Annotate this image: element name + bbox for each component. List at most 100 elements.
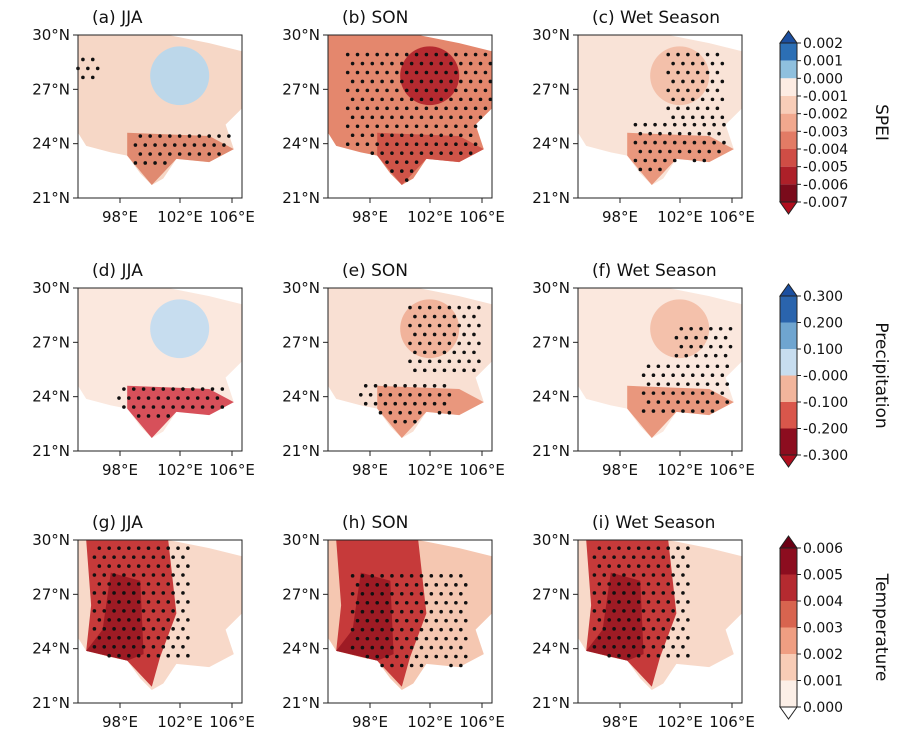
stipple (656, 636, 661, 640)
y-tick-label: 27°N (32, 585, 70, 603)
stipple (151, 573, 156, 577)
stipple (345, 106, 350, 111)
stipple (355, 124, 360, 129)
stipple (668, 131, 672, 136)
stipple (459, 97, 463, 102)
stipple (671, 644, 675, 649)
stipple (434, 600, 439, 605)
y-tick-label: 21°N (282, 442, 320, 460)
stipple (444, 583, 448, 587)
stipple (720, 97, 725, 102)
stipple (408, 410, 412, 415)
stipple (81, 57, 85, 62)
stipple (427, 392, 432, 397)
stipple (210, 387, 215, 391)
colorbar-segment (780, 428, 797, 455)
stipple (400, 79, 404, 84)
colorbar-tick-label: 0.000 (803, 700, 843, 716)
stipple (592, 644, 597, 649)
stipple (468, 115, 473, 120)
stipple (92, 573, 97, 577)
stipple (656, 618, 661, 622)
stipple (97, 564, 102, 568)
stipple (478, 97, 483, 102)
stipple (158, 134, 162, 138)
stipple (700, 391, 705, 395)
colorbar-label: Temperature (871, 573, 891, 682)
stipple (671, 555, 675, 559)
stipple (676, 618, 680, 622)
stipple (112, 644, 116, 649)
stipple (136, 414, 141, 418)
stipple (661, 644, 666, 649)
stipple (444, 52, 448, 57)
stipple (612, 644, 616, 649)
stipple (217, 134, 221, 138)
stipple (686, 106, 690, 111)
stipple (375, 583, 380, 587)
stipple (633, 140, 638, 145)
colorbar-tick-label: -0.100 (803, 395, 848, 411)
stipple (408, 323, 412, 328)
stipple (385, 583, 389, 587)
stipple (478, 61, 483, 66)
stipple (715, 52, 720, 57)
stipple (414, 142, 419, 147)
stipple (409, 169, 414, 173)
colorbar-tick-label: -0.002 (803, 107, 848, 123)
stipple (161, 591, 166, 595)
stipple (131, 591, 136, 595)
stipple (365, 106, 370, 111)
stipple (158, 152, 162, 156)
stipple (477, 359, 481, 364)
stipple (695, 364, 700, 369)
stipple (350, 609, 355, 614)
stipple (181, 591, 185, 595)
stipple (468, 61, 473, 66)
stipple (380, 79, 384, 84)
stipple (360, 645, 365, 650)
stipple (686, 582, 690, 586)
stipple (345, 52, 350, 57)
stipple (156, 582, 161, 586)
x-tick-label: 106°E (709, 461, 755, 479)
stipple (146, 618, 151, 622)
stipple (127, 396, 131, 400)
stipple (360, 574, 365, 578)
stipple (617, 653, 621, 658)
stipple (447, 323, 452, 328)
stipple (413, 350, 417, 355)
stipple (463, 636, 468, 641)
colorbar-segment (780, 96, 797, 114)
x-tick-label: 106°E (209, 461, 255, 479)
stipple (181, 627, 185, 631)
stipple (414, 600, 419, 605)
stipple (151, 555, 156, 559)
stipple (390, 133, 394, 138)
stipple (153, 161, 157, 165)
stipple (419, 133, 424, 138)
stipple (459, 663, 463, 668)
stipple (705, 70, 710, 75)
stipple (156, 546, 161, 550)
stipple (666, 106, 670, 111)
stipple (90, 57, 95, 62)
colorbar-tick-label: 0.002 (803, 36, 843, 52)
stipple (385, 124, 389, 129)
stipple (439, 61, 443, 66)
stipple (81, 75, 85, 80)
stipple (597, 582, 602, 586)
stipple (700, 373, 705, 378)
stipple (146, 564, 151, 568)
stipple (409, 79, 414, 84)
stipple (668, 149, 672, 154)
stipple (671, 627, 675, 631)
stipple (345, 142, 350, 147)
stipple (691, 61, 695, 66)
stipple (360, 591, 365, 596)
stipple (146, 582, 151, 586)
stipple (181, 644, 185, 649)
stipple (723, 335, 728, 340)
colorbar-segment (780, 149, 797, 167)
stipple (702, 140, 707, 145)
